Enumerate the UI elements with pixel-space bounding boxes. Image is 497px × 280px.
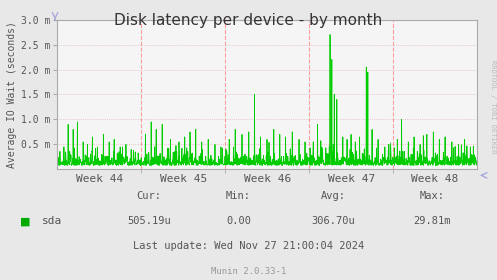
Text: 306.70u: 306.70u (311, 216, 355, 226)
Text: Munin 2.0.33-1: Munin 2.0.33-1 (211, 267, 286, 276)
Text: Max:: Max: (420, 191, 445, 201)
Text: Avg:: Avg: (321, 191, 345, 201)
Text: 0.00: 0.00 (226, 216, 251, 226)
Text: ■: ■ (20, 216, 30, 226)
Text: Last update: Wed Nov 27 21:00:04 2024: Last update: Wed Nov 27 21:00:04 2024 (133, 241, 364, 251)
Text: 505.19u: 505.19u (127, 216, 171, 226)
Text: Min:: Min: (226, 191, 251, 201)
Text: RRDTOOL / TOBI OETIKER: RRDTOOL / TOBI OETIKER (490, 60, 496, 153)
Text: Disk latency per device - by month: Disk latency per device - by month (114, 13, 383, 28)
Text: 29.81m: 29.81m (414, 216, 451, 226)
Y-axis label: Average IO Wait (seconds): Average IO Wait (seconds) (6, 21, 17, 168)
Text: sda: sda (42, 216, 63, 226)
Text: Cur:: Cur: (137, 191, 162, 201)
